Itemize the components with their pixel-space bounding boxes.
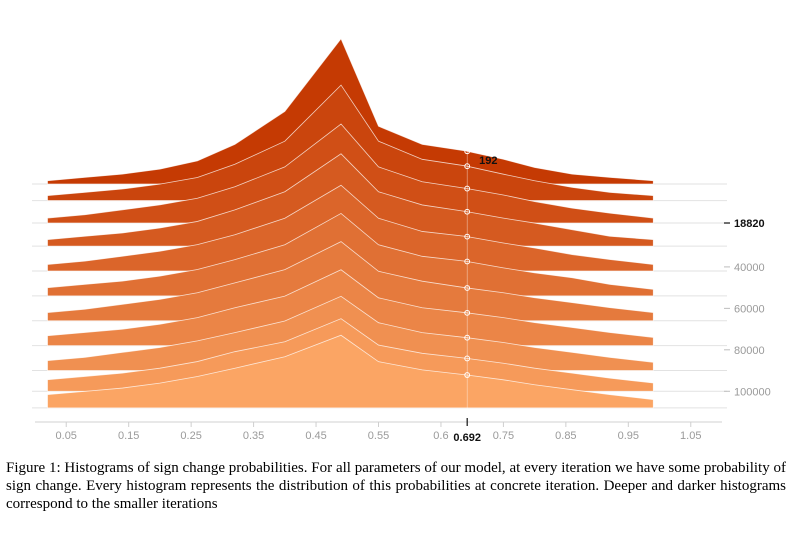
ridge-layers <box>32 38 727 409</box>
highlight-point <box>464 233 471 240</box>
x-tick-label: 0.45 <box>305 430 326 442</box>
hover-marker: 0.692 18820 192 <box>453 142 765 444</box>
x-tick-label: 0.95 <box>618 430 639 442</box>
highlight-point <box>464 309 471 316</box>
x-tick-label: 0.75 <box>493 430 514 442</box>
x-tick-label: 0.05 <box>56 430 77 442</box>
y-tick-label: 80000 <box>734 345 765 357</box>
highlight-step-label: 18820 <box>734 218 765 230</box>
x-tick-label: 0.35 <box>243 430 264 442</box>
highlight-point <box>464 372 471 378</box>
x-tick-label: 0.55 <box>368 430 389 442</box>
highlight-point <box>464 208 471 215</box>
histogram-area <box>47 334 654 409</box>
y-tick-label: 40000 <box>734 262 765 274</box>
y-axis: 40000 60000 80000 100000 <box>724 262 771 398</box>
highlight-point <box>464 334 471 341</box>
x-tick-label: 0.6 <box>433 430 448 442</box>
highlight-count-label: 192 <box>479 155 497 167</box>
highlight-x-label: 0.692 <box>453 432 481 444</box>
highlight-point <box>464 185 471 192</box>
highlight-point <box>464 355 471 362</box>
y-tick-label: 100000 <box>734 386 771 398</box>
highlight-point <box>464 163 471 170</box>
y-tick-label: 60000 <box>734 303 765 315</box>
x-tick-label: 0.25 <box>180 430 201 442</box>
x-tick-label: 0.85 <box>555 430 576 442</box>
highlight-point <box>464 148 471 155</box>
x-tick-label: 0.15 <box>118 430 139 442</box>
highlight-point <box>464 258 471 265</box>
x-tick-label: 1.05 <box>680 430 701 442</box>
figure-caption: Figure 1: Histograms of sign change prob… <box>6 460 786 512</box>
highlight-point <box>464 285 471 291</box>
x-axis: 0.05 0.15 0.25 0.35 0.45 0.55 0.6 0.75 0.85 0.95 1… <box>35 421 722 442</box>
